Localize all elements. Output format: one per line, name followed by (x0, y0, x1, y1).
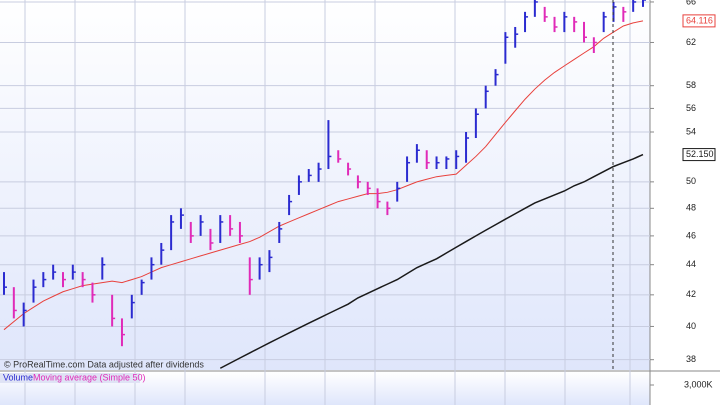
y-tick-label: 40 (686, 321, 696, 331)
volume-tick-label: 3,000K (684, 379, 713, 389)
last-value-flag (682, 148, 716, 162)
y-tick-label: 54 (686, 126, 696, 136)
grid (0, 1, 650, 361)
y-axis: 38 40 42 44 46 48 50 54 56 58 62 66 3,000K 64.116 52.1… (650, 0, 716, 389)
y-tick-label: 46 (686, 230, 696, 240)
volume-title: Volume (3, 372, 33, 382)
y-tick-label: 50 (686, 176, 696, 186)
y-tick-label: 56 (686, 103, 696, 113)
plot (3, 0, 646, 369)
y-tick-label: 66 (686, 0, 696, 6)
y-tick-label: 62 (686, 37, 696, 47)
volume-indicator: Moving average (Simple 50) (33, 372, 146, 382)
month-grid (24, 0, 631, 405)
last-value-label: 52.150 (686, 149, 714, 159)
volume-legend-bg (0, 373, 140, 383)
last-value-label: 64.116 (686, 15, 713, 25)
y-tick-label: 48 (686, 203, 696, 213)
y-tick-label: 42 (686, 289, 696, 299)
y-tick-label: 44 (686, 259, 696, 269)
source-note: © ProRealTime.com Data adjusted after di… (4, 359, 204, 369)
y-tick-label: 38 (686, 354, 696, 364)
last-value-flag (682, 14, 716, 28)
moving-average-line (3, 20, 644, 331)
moving-average-line (219, 153, 644, 369)
y-tick-label: 58 (686, 80, 696, 90)
